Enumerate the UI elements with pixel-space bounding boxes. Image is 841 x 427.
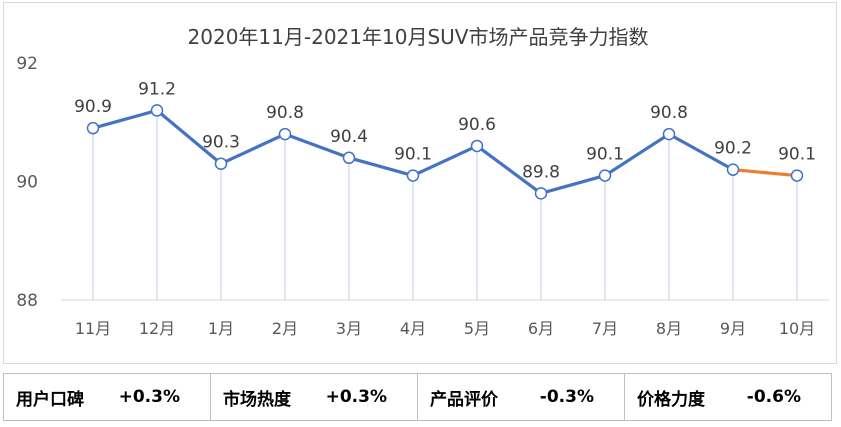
x-tick-label: 11月 [75,319,111,338]
data-label: 90.6 [458,115,496,135]
x-tick-label: 5月 [464,319,490,338]
data-point [278,127,292,141]
data-point [86,121,100,135]
summary-cell-product-review: 产品评价 -0.3% [418,374,625,420]
summary-bar: 用户口碑 +0.3% 市场热度 +0.3% 产品评价 -0.3% 价格力度 -0… [3,373,832,421]
summary-label: 价格力度 [637,389,705,410]
x-tick-label: 3月 [336,319,362,338]
x-tick-label: 1月 [208,319,234,338]
summary-label: 产品评价 [430,389,498,410]
data-label: 90.1 [778,145,816,165]
data-label: 90.1 [394,145,432,165]
data-point [150,104,164,117]
y-tick-label: 92 [16,54,38,74]
chart-title: 2020年11月-2021年10月SUV市场产品竞争力指数 [188,25,649,49]
data-point [406,169,420,182]
x-tick-label: 2月 [272,319,298,338]
data-point [662,127,676,141]
x-tick-label: 4月 [400,319,426,338]
x-tick-label: 9月 [720,319,746,338]
summary-label: 用户口碑 [16,389,84,410]
y-tick-label: 90 [16,173,38,193]
x-tick-label: 6月 [528,319,554,338]
data-label: 91.2 [138,79,176,99]
y-tick-label: 88 [16,291,38,311]
data-label: 90.3 [202,133,240,153]
line-chart: 2020年11月-2021年10月SUV市场产品竞争力指数 88 90 92 90.… [16,25,829,338]
data-label: 90.4 [330,127,368,147]
data-point [214,157,228,170]
data-label: 90.9 [74,97,112,117]
summary-cell-market-heat: 市场热度 +0.3% [211,374,418,420]
summary-value: +0.3% [325,387,387,407]
data-point [726,163,740,176]
summary-value: -0.3% [539,387,594,407]
x-tick-label: 12月 [139,319,175,338]
data-label: 89.8 [522,162,560,182]
data-point [470,139,484,153]
data-point [342,151,356,165]
chart-frame: 2020年11月-2021年10月SUV市场产品竞争力指数 88 90 92 90.… [3,2,837,364]
series-line-highlight [732,168,798,178]
x-tick-label: 10月 [779,319,815,338]
summary-cell-user-reputation: 用户口碑 +0.3% [4,374,211,420]
x-tick-label: 7月 [592,319,618,338]
data-point [534,187,548,200]
data-point [598,169,612,182]
x-tick-label: 8月 [656,319,682,338]
summary-value: +0.3% [118,387,180,407]
data-label: 90.8 [650,103,688,123]
summary-value: -0.6% [746,387,801,407]
data-label: 90.2 [714,139,752,159]
data-label: 90.8 [266,103,304,123]
data-point [790,169,804,182]
summary-cell-price-strength: 价格力度 -0.6% [625,374,831,420]
summary-label: 市场热度 [223,389,291,410]
data-label: 90.1 [586,145,624,165]
